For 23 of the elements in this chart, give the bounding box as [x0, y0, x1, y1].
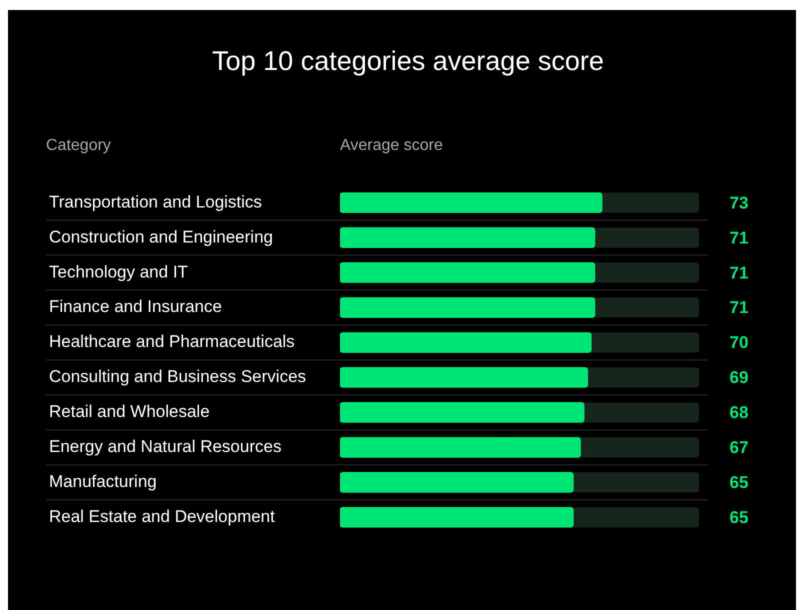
- y-tick-label: Construction and Engineering: [49, 227, 273, 246]
- chart-title: Top 10 categories average score: [211, 46, 605, 77]
- data-label: 69: [730, 368, 748, 388]
- y-axis-title: Category: [46, 137, 111, 155]
- y-tick-label: Healthcare and Pharmaceuticals: [49, 332, 295, 352]
- data-label: 71: [730, 263, 748, 282]
- data-label: 71: [730, 298, 748, 318]
- data-label: 65: [730, 508, 748, 528]
- y-tick-label: Retail and Wholesale: [49, 402, 210, 422]
- data-label: 70: [730, 333, 748, 352]
- y-tick-label: Manufacturing: [49, 472, 157, 492]
- y-tick-label: Transportation and Logistics: [49, 192, 262, 212]
- y-tick-label: Finance and Insurance: [49, 297, 222, 316]
- data-label: 71: [730, 228, 748, 248]
- y-tick-label: Consulting and Business Services: [49, 367, 306, 386]
- data-label: 67: [730, 438, 748, 458]
- y-tick-label: Technology and IT: [49, 262, 188, 282]
- data-label: 73: [730, 193, 748, 212]
- y-tick-label: Real Estate and Development: [49, 507, 276, 526]
- x-axis-title: Average score: [340, 137, 443, 155]
- data-label: 65: [730, 473, 748, 492]
- y-tick-label: Energy and Natural Resources: [49, 437, 282, 456]
- data-label: 68: [730, 403, 748, 422]
